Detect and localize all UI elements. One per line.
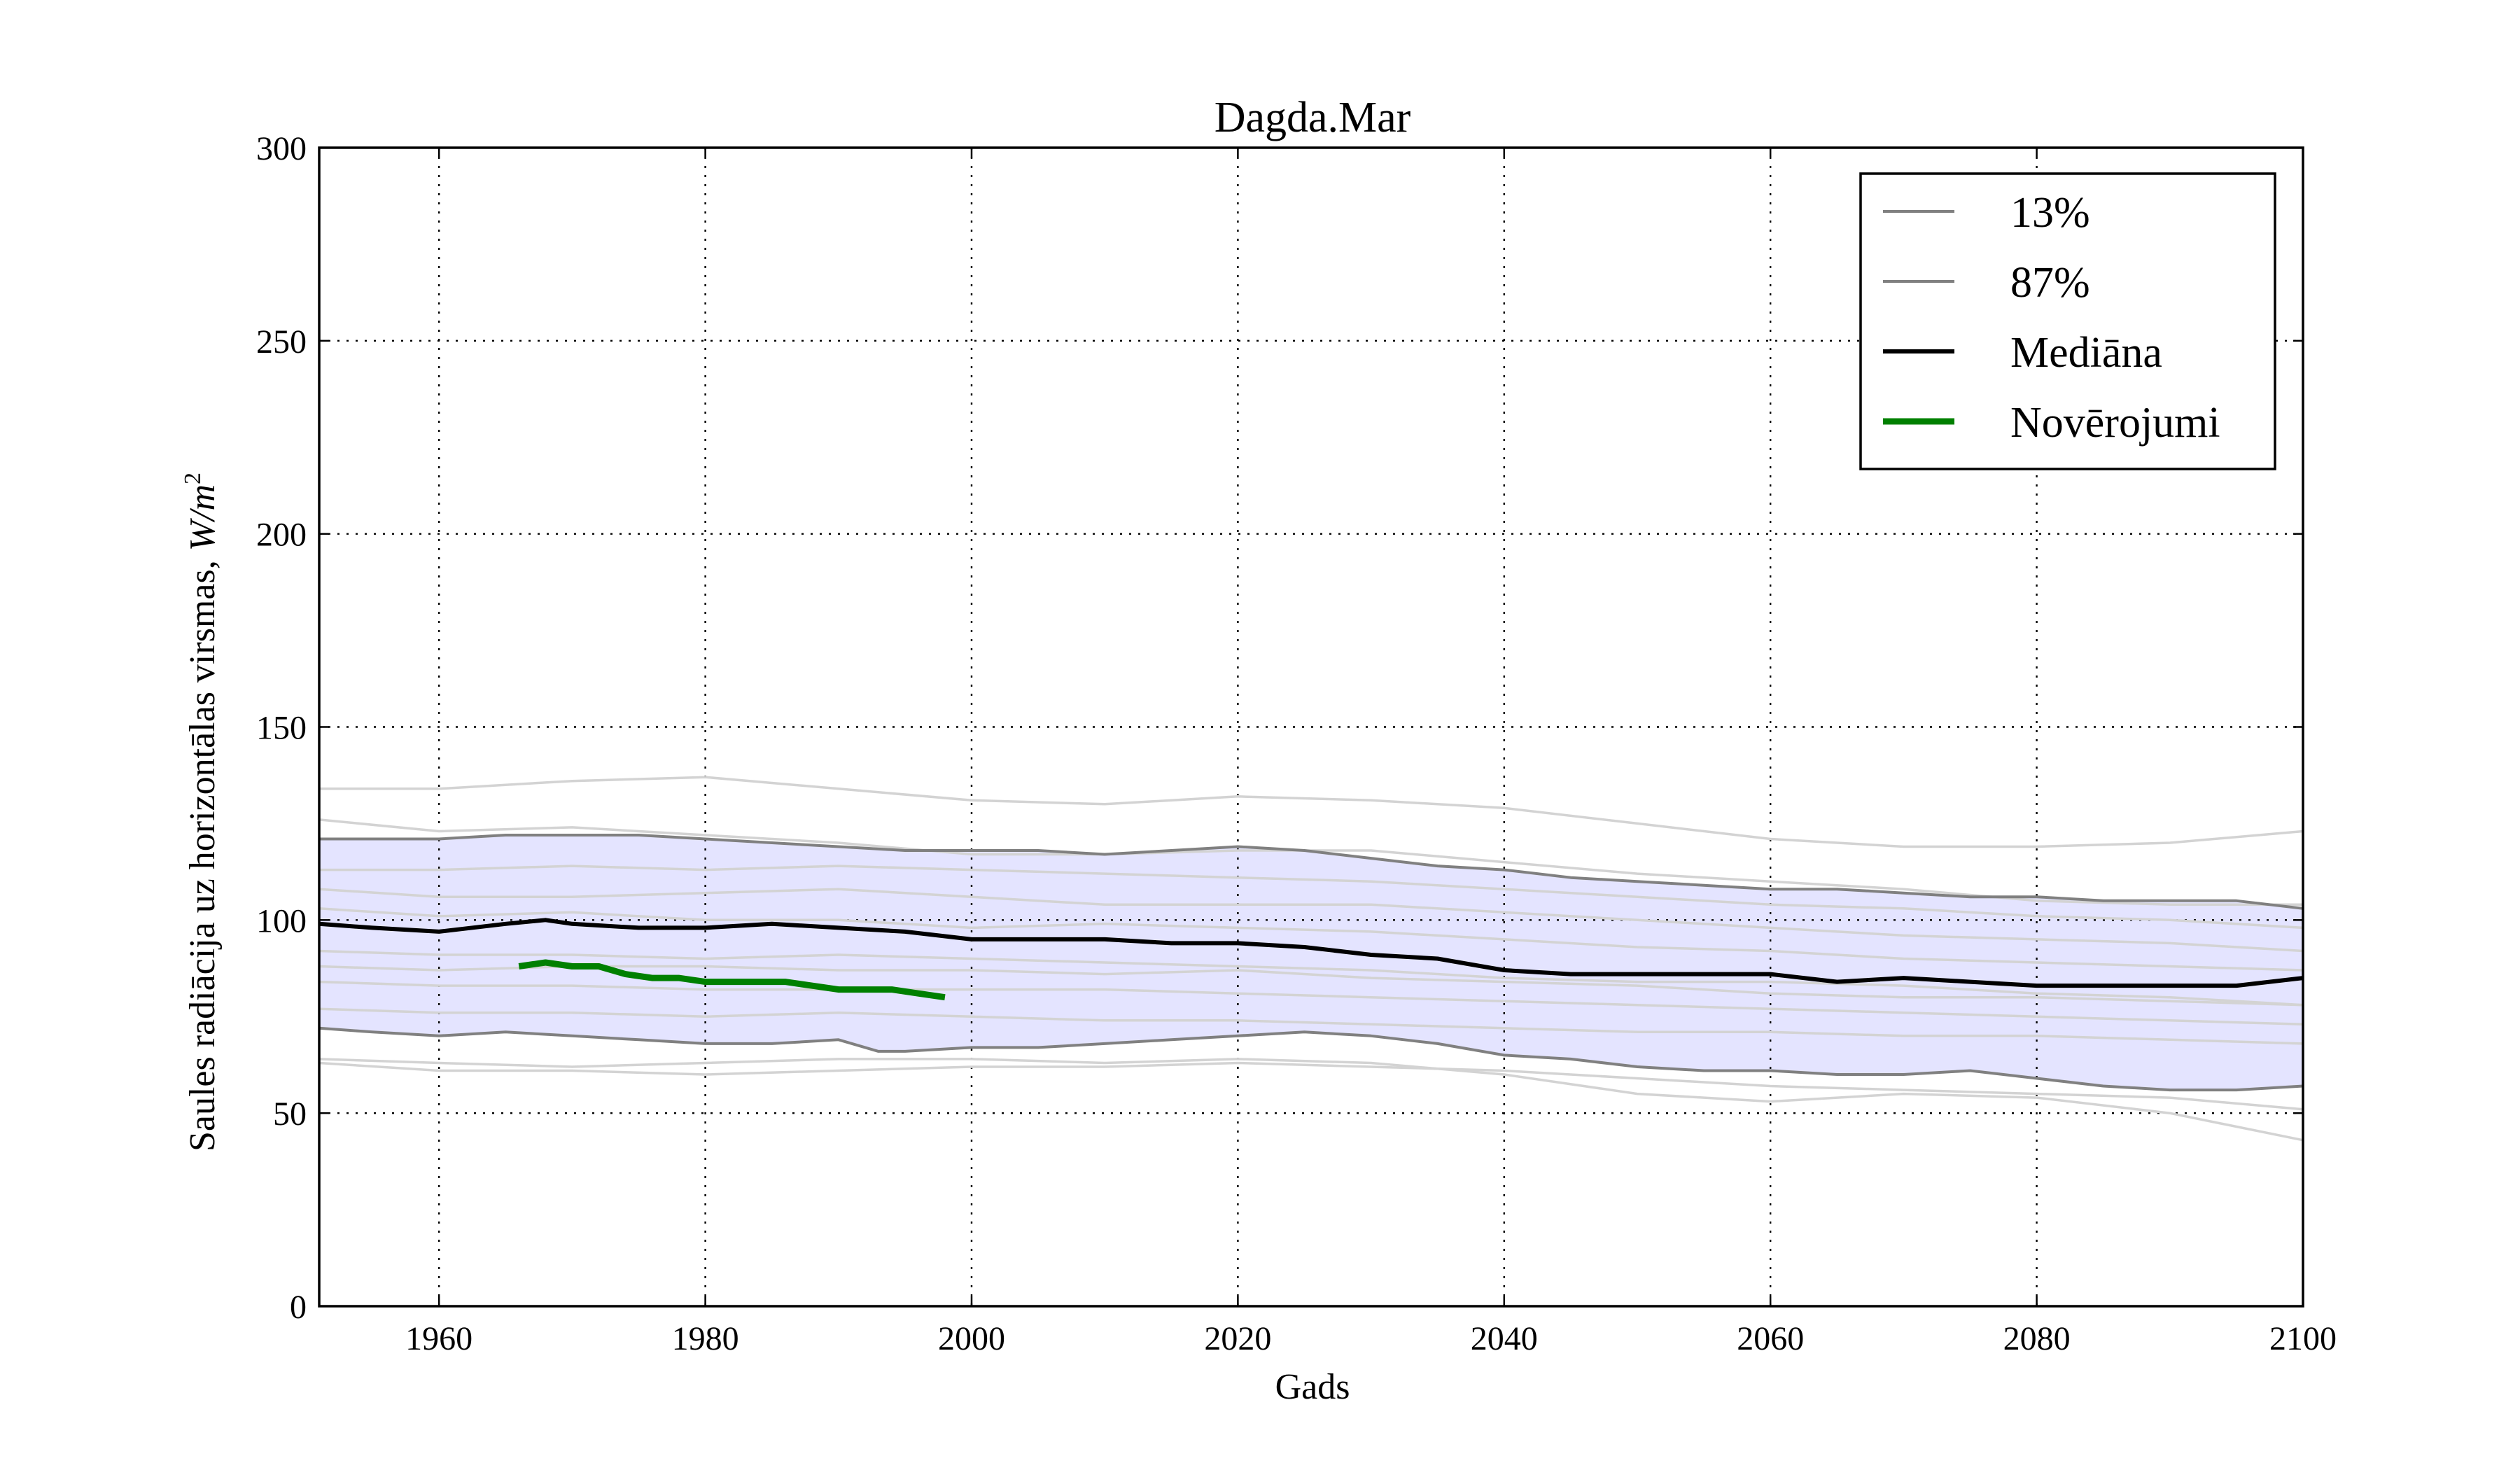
series-lines: [318, 834, 2304, 1092]
x-tick-label: 2020: [1204, 1320, 1271, 1357]
y-tick-label: 250: [256, 323, 307, 360]
y-tick-label: 100: [256, 902, 307, 939]
x-axis-label: Gads: [1275, 1367, 1350, 1407]
ensemble-member-line: [318, 1007, 2304, 1045]
x-tick-label: 1980: [672, 1320, 739, 1357]
ensemble-member-line: [318, 1061, 2304, 1111]
y-tick-label: 200: [256, 517, 307, 554]
legend-label: Novērojumi: [2010, 399, 2220, 447]
y-axis-ticks: 0 50 100 150 200 250 300: [256, 130, 2303, 1326]
ensemble-member-line: [318, 965, 2304, 1007]
x-tick-label: 2000: [938, 1320, 1005, 1357]
ensemble-member-line: [319, 776, 2304, 848]
y-tick-label: 50: [273, 1096, 307, 1133]
y-tick-label: 150: [256, 710, 307, 747]
x-tick-label: 2080: [2003, 1320, 2071, 1357]
y-axis-label: Saules radiācija uz horizontālas virsmas…: [180, 472, 223, 1152]
series-line-13pct: [318, 1026, 2304, 1092]
x-tick-label: 2040: [1471, 1320, 1538, 1357]
series-line-87pct: [319, 834, 2304, 910]
y-tick-label: 300: [256, 130, 307, 167]
ensemble-member-line: [319, 864, 2304, 930]
chart-title: Dagda.Mar: [1214, 94, 1411, 141]
ensemble-member-line: [318, 1058, 2304, 1142]
series-line-median: [318, 918, 2304, 988]
series-line-observations: [518, 959, 946, 1001]
confidence-band: [319, 835, 2303, 1091]
legend-label: Mediāna: [2010, 329, 2162, 377]
y-tick-label: 0: [290, 1289, 307, 1326]
legend: 13% 87% Mediāna Novērojumi: [1859, 172, 2276, 470]
band-area: [319, 835, 2303, 1091]
ensemble-member-line: [318, 949, 2304, 1007]
x-axis-ticks: 1960 1980 2000 2020 2040 2060 2080 2100: [405, 148, 2337, 1357]
legend-label: 87%: [2010, 259, 2090, 307]
y-axis-label-text: Saules radiācija uz horizontālas virsmas…: [183, 551, 223, 1152]
legend-label: 13%: [2010, 189, 2090, 237]
ensemble-member-line: [318, 980, 2304, 1026]
grid-lines: [319, 148, 2303, 1306]
ensemble-member-line: [318, 907, 2304, 972]
y-axis-label-unit: W/m: [183, 484, 223, 551]
x-tick-label: 2100: [2269, 1320, 2337, 1357]
x-tick-label: 2060: [1737, 1320, 1804, 1357]
y-axis-label-exponent: 2: [180, 472, 206, 484]
x-tick-label: 1960: [405, 1320, 472, 1357]
ensemble-member-line: [318, 888, 2304, 953]
